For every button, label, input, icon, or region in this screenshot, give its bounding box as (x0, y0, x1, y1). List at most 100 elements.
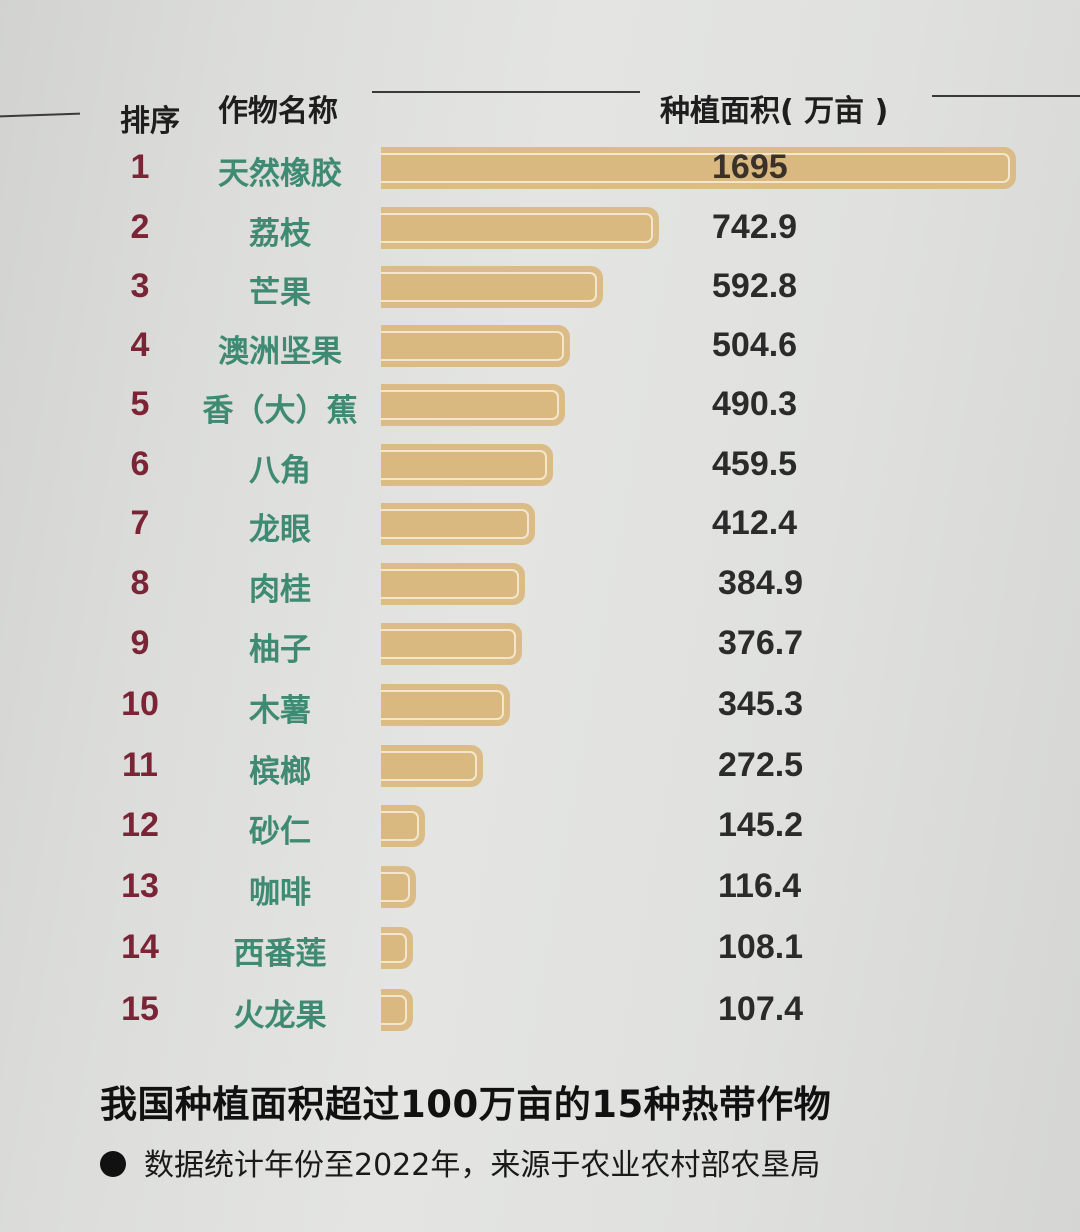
rank-column-header: 排序 (120, 104, 180, 139)
area-bar (381, 147, 1016, 189)
table-row: 1 天然橡胶 1695 (0, 138, 1080, 198)
area-bar-highlight (381, 153, 1010, 183)
area-bar-highlight (381, 933, 407, 963)
area-bar (381, 989, 413, 1031)
table-row: 12 砂仁 145.2 (0, 796, 1080, 856)
area-bar (381, 503, 535, 545)
rank-number: 3 (130, 267, 150, 305)
crop-name: 澳洲坚果 (218, 334, 342, 370)
area-bar-highlight (381, 629, 516, 659)
rank-number: 2 (130, 208, 150, 246)
table-row: 6 八角 459.5 (0, 435, 1080, 495)
area-value: 345.3 (718, 685, 804, 723)
crop-name: 柚子 (249, 632, 311, 668)
area-value: 742.9 (712, 208, 798, 246)
area-value: 376.7 (718, 624, 804, 662)
crop-name: 香（大）蕉 (202, 393, 358, 429)
crop-name: 荔枝 (249, 216, 311, 252)
area-value: 108.1 (718, 928, 804, 966)
rank-number: 11 (122, 746, 158, 784)
area-bar-highlight (381, 450, 547, 480)
area-value: 272.5 (718, 746, 804, 784)
table-row: 11 槟榔 272.5 (0, 736, 1080, 796)
header-rule-right (932, 95, 1080, 97)
bullet-icon (100, 1150, 126, 1177)
area-bar-highlight (381, 751, 477, 781)
area-bar (381, 623, 522, 665)
rank-number: 7 (130, 504, 150, 542)
area-bar (381, 866, 416, 908)
area-bar (381, 444, 553, 486)
area-value: 459.5 (712, 445, 798, 483)
area-bar-highlight (381, 331, 564, 361)
area-bar-highlight (381, 213, 653, 243)
area-value: 116.4 (718, 867, 802, 905)
area-value: 490.3 (712, 385, 798, 423)
rank-number: 4 (130, 326, 150, 364)
crop-name: 肉桂 (249, 572, 311, 608)
crop-name: 木薯 (249, 693, 311, 729)
rank-number: 9 (130, 624, 150, 662)
table-row: 3 芒果 592.8 (0, 257, 1080, 317)
crop-name: 砂仁 (249, 814, 311, 850)
area-bar-highlight (381, 811, 419, 841)
crop-name: 天然橡胶 (218, 156, 342, 192)
area-bar (381, 805, 425, 847)
area-bar (381, 207, 659, 249)
area-column-header: 种植面积( 万亩 ) (660, 94, 889, 129)
crop-name: 西番莲 (233, 936, 327, 972)
source-note: 数据统计年份至2022年，来源于农业农村部农垦局 (100, 1140, 820, 1184)
area-value: 412.4 (712, 504, 798, 542)
crop-name: 火龙果 (233, 998, 327, 1034)
area-bar-highlight (381, 690, 504, 720)
header-rule-left (0, 112, 81, 118)
crop-name: 八角 (249, 453, 311, 489)
crop-name: 槟榔 (249, 754, 311, 790)
table-row: 13 咖啡 116.4 (0, 857, 1080, 917)
chart-title: 我国种植面积超过100万亩的15种热带作物 (100, 1083, 832, 1126)
area-bar-highlight (381, 995, 407, 1025)
table-row: 4 澳洲坚果 504.6 (0, 316, 1080, 376)
rank-number: 14 (121, 928, 159, 966)
rank-number: 13 (121, 867, 159, 905)
table-row: 9 柚子 376.7 (0, 614, 1080, 674)
table-row: 14 西番莲 108.1 (0, 918, 1080, 978)
area-bar (381, 384, 565, 426)
rank-number: 8 (130, 564, 150, 602)
crop-name: 咖啡 (249, 875, 311, 911)
area-value: 384.9 (718, 564, 804, 602)
name-column-header: 作物名称 (218, 94, 338, 129)
area-bar (381, 266, 603, 308)
table-row: 5 香（大）蕉 490.3 (0, 375, 1080, 435)
area-value: 145.2 (718, 806, 804, 844)
rank-number: 12 (121, 806, 159, 844)
area-bar (381, 927, 413, 969)
area-value: 504.6 (712, 326, 798, 364)
rank-number: 6 (130, 445, 150, 483)
table-row: 2 荔枝 742.9 (0, 198, 1080, 258)
crop-name: 龙眼 (249, 512, 311, 548)
rank-number: 10 (121, 685, 159, 723)
area-value: 1695 (712, 148, 788, 186)
area-bar (381, 325, 570, 367)
rank-number: 5 (130, 385, 150, 423)
area-bar-highlight (381, 272, 597, 302)
rank-number: 1 (130, 148, 150, 186)
area-bar-highlight (381, 569, 519, 599)
area-bar-highlight (381, 872, 410, 902)
header-rule-middle (372, 91, 640, 93)
area-bar-highlight (381, 509, 529, 539)
source-note-text: 数据统计年份至2022年，来源于农业农村部农垦局 (144, 1148, 821, 1183)
area-bar (381, 745, 483, 787)
area-bar-highlight (381, 390, 559, 420)
area-bar (381, 684, 510, 726)
rank-number: 15 (121, 990, 159, 1028)
table-row: 7 龙眼 412.4 (0, 494, 1080, 554)
area-bar (381, 563, 525, 605)
area-value: 592.8 (712, 267, 798, 305)
area-value: 107.4 (718, 990, 804, 1028)
table-row: 8 肉桂 384.9 (0, 554, 1080, 614)
table-row: 10 木薯 345.3 (0, 675, 1080, 735)
table-row: 15 火龙果 107.4 (0, 980, 1080, 1040)
crop-name: 芒果 (249, 275, 311, 311)
